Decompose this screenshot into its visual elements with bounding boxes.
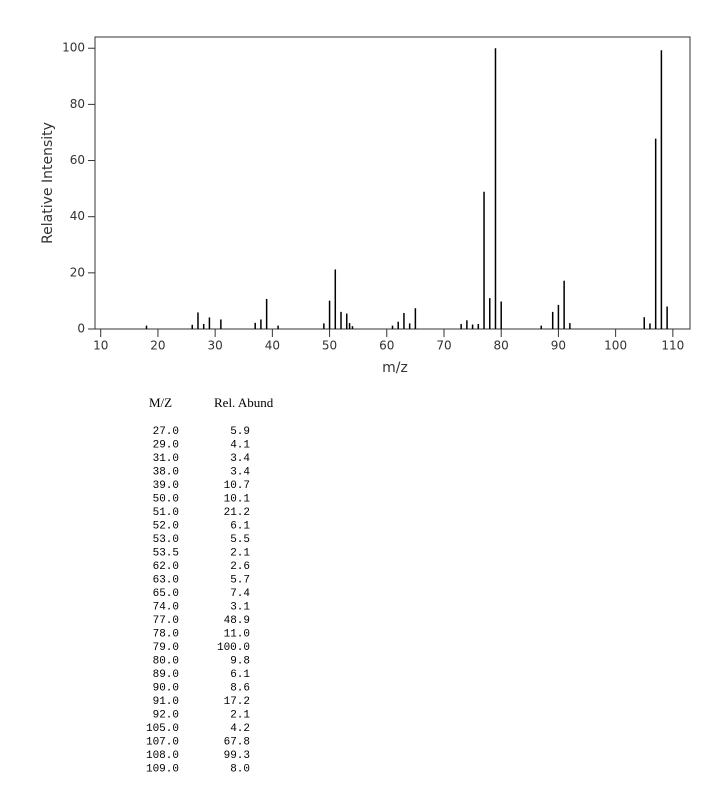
plot-frame — [94, 36, 691, 330]
table-cell: 53.5 — [153, 548, 179, 560]
table-cell: 21.2 — [224, 507, 250, 519]
x-tick-label: 100 — [604, 339, 627, 353]
table-cell: 92.0 — [153, 710, 179, 722]
x-axis-label: m/z — [382, 360, 408, 376]
table-cell: 6.1 — [230, 521, 250, 533]
table-cell: 99.3 — [224, 750, 250, 762]
table-cell: 2.6 — [230, 561, 250, 573]
table-cell: 3.1 — [230, 602, 250, 614]
y-tick-label: 20 — [70, 265, 85, 279]
x-tick-label: 30 — [208, 339, 223, 353]
table-cell: 10.1 — [224, 494, 251, 506]
table-cell: 6.1 — [230, 669, 250, 681]
table-cell: 51.0 — [153, 507, 179, 519]
y-tick-label: 0 — [77, 322, 85, 336]
table-cell: 39.0 — [153, 480, 179, 492]
table-cell: 8.6 — [230, 683, 250, 695]
table-cell: 109.0 — [146, 764, 179, 776]
table-cell: 52.0 — [153, 521, 179, 533]
y-tick-label: 40 — [70, 209, 85, 223]
table-cell: 9.8 — [230, 656, 250, 668]
x-tick-label: 60 — [379, 339, 394, 353]
table-cell: 38.0 — [153, 467, 179, 479]
table-cell: 74.0 — [153, 602, 179, 614]
x-tick-label: 90 — [551, 339, 566, 353]
table-cell: 48.9 — [224, 615, 250, 627]
table-cell: 27.0 — [153, 426, 179, 438]
table-cell: 62.0 — [153, 561, 179, 573]
table-cell: 78.0 — [153, 629, 179, 641]
table-cell: 79.0 — [153, 642, 179, 654]
table-cell: 5.5 — [230, 534, 250, 546]
table-header: Rel. Abund — [214, 395, 274, 410]
x-tick-label: 10 — [93, 339, 108, 353]
table-cell: 7.4 — [230, 588, 250, 600]
x-tick-label: 110 — [661, 339, 684, 353]
table-cell: 91.0 — [153, 696, 179, 708]
table-cell: 4.1 — [230, 440, 250, 452]
table-cell: 5.7 — [230, 575, 250, 587]
table-cell: 4.2 — [230, 723, 250, 735]
table-cell: 53.0 — [153, 534, 179, 546]
x-tick-label: 40 — [265, 339, 280, 353]
table-cell: 2.1 — [230, 710, 250, 722]
table-cell: 3.4 — [230, 467, 250, 479]
table-cell: 90.0 — [153, 683, 179, 695]
table-cell: 3.4 — [230, 453, 250, 465]
table-cell: 89.0 — [153, 669, 179, 681]
table-cell: 63.0 — [153, 575, 179, 587]
table-cell: 108.0 — [146, 750, 179, 762]
table-cell: 11.0 — [224, 629, 250, 641]
table-cell: 8.0 — [230, 764, 250, 776]
table-cell: 50.0 — [153, 494, 179, 506]
table-cell: 77.0 — [153, 615, 179, 627]
x-tick-label: 50 — [322, 339, 337, 353]
y-axis-label: Relative Intensity — [40, 122, 56, 244]
table-cell: 67.8 — [224, 737, 250, 749]
x-tick-label: 70 — [436, 339, 451, 353]
y-tick-label: 60 — [70, 153, 85, 167]
x-tick-label: 20 — [150, 339, 165, 353]
table-cell: 5.9 — [230, 426, 250, 438]
x-tick-label: 80 — [494, 339, 509, 353]
table-cell: 31.0 — [153, 453, 179, 465]
table-cell: 17.2 — [224, 696, 250, 708]
table-cell: 10.7 — [224, 480, 250, 492]
y-tick-label: 100 — [62, 41, 85, 55]
table-header: M/Z — [149, 395, 172, 410]
table-cell: 2.1 — [230, 548, 250, 560]
table-cell: 100.0 — [217, 642, 250, 654]
table-cell: 105.0 — [146, 723, 179, 735]
table-cell: 107.0 — [146, 737, 179, 749]
y-tick-label: 80 — [70, 97, 85, 111]
table-cell: 80.0 — [153, 656, 179, 668]
table-cell: 65.0 — [153, 588, 179, 600]
table-cell: 29.0 — [153, 440, 179, 452]
